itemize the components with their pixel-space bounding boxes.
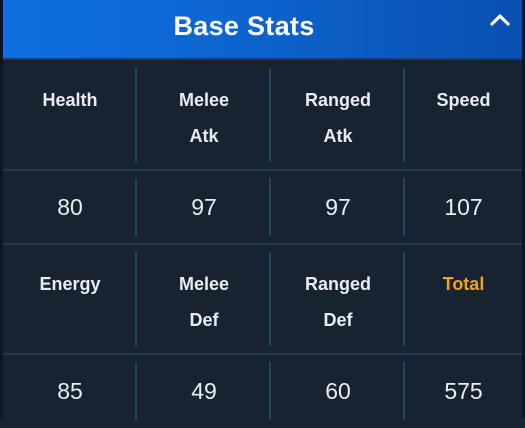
stat-cell-health: Health bbox=[3, 60, 137, 170]
stat-value-cell-ranged-atk: 97 bbox=[271, 170, 405, 244]
chevron-up-icon[interactable] bbox=[486, 6, 514, 34]
stat-label-melee-def: Melee Def bbox=[178, 274, 230, 330]
stat-label-energy: Energy bbox=[39, 274, 101, 294]
stat-value-total: 575 bbox=[444, 378, 483, 404]
row-divider bbox=[3, 169, 522, 171]
stats-value-row: 80 97 97 107 bbox=[3, 170, 522, 244]
panel-header[interactable]: Base Stats bbox=[3, 0, 522, 60]
stat-value-health: 80 bbox=[57, 194, 83, 220]
stat-cell-speed: Speed bbox=[405, 60, 522, 170]
stat-value-cell-total: 575 bbox=[405, 354, 522, 428]
stat-value-cell-melee-atk: 97 bbox=[137, 170, 271, 244]
stat-cell-ranged-def: Ranged Def bbox=[271, 244, 405, 354]
panel-title: Base Stats bbox=[173, 11, 315, 41]
stat-label-speed: Speed bbox=[436, 90, 491, 110]
stat-label-total: Total bbox=[442, 274, 485, 294]
column-divider bbox=[135, 68, 137, 162]
stat-value-cell-speed: 107 bbox=[405, 170, 522, 244]
column-divider bbox=[403, 178, 405, 236]
column-divider bbox=[403, 252, 405, 346]
stat-value-cell-ranged-def: 60 bbox=[271, 354, 405, 428]
stat-cell-total: Total bbox=[405, 244, 522, 354]
stat-value-melee-atk: 97 bbox=[191, 194, 217, 220]
stat-label-ranged-atk: Ranged Atk bbox=[304, 90, 371, 146]
column-divider bbox=[135, 178, 137, 236]
stat-value-cell-health: 80 bbox=[3, 170, 137, 244]
stat-value-speed: 107 bbox=[444, 194, 483, 220]
stat-label-melee-atk: Melee Atk bbox=[178, 90, 230, 146]
column-divider bbox=[269, 178, 271, 236]
stat-value-cell-melee-def: 49 bbox=[137, 354, 271, 428]
column-divider bbox=[269, 362, 271, 420]
stat-value-cell-energy: 85 bbox=[3, 354, 137, 428]
stats-value-row: 85 49 60 575 bbox=[3, 354, 522, 428]
column-divider bbox=[269, 68, 271, 162]
column-divider bbox=[269, 252, 271, 346]
stat-value-energy: 85 bbox=[57, 378, 83, 404]
stat-value-ranged-atk: 97 bbox=[325, 194, 351, 220]
column-divider bbox=[135, 252, 137, 346]
stat-cell-ranged-atk: Ranged Atk bbox=[271, 60, 405, 170]
row-divider bbox=[3, 353, 522, 355]
stat-cell-melee-atk: Melee Atk bbox=[137, 60, 271, 170]
stat-cell-melee-def: Melee Def bbox=[137, 244, 271, 354]
row-divider bbox=[3, 243, 522, 245]
stat-value-ranged-def: 60 bbox=[325, 378, 351, 404]
stats-label-row: Energy Melee Def Ranged Def Total bbox=[3, 244, 522, 354]
stat-value-melee-def: 49 bbox=[191, 378, 217, 404]
column-divider bbox=[403, 362, 405, 420]
stats-label-row: Health Melee Atk Ranged Atk Speed bbox=[3, 60, 522, 170]
stat-cell-energy: Energy bbox=[3, 244, 137, 354]
column-divider bbox=[403, 68, 405, 162]
column-divider bbox=[135, 362, 137, 420]
stat-label-ranged-def: Ranged Def bbox=[304, 274, 371, 330]
stat-label-health: Health bbox=[42, 90, 98, 110]
